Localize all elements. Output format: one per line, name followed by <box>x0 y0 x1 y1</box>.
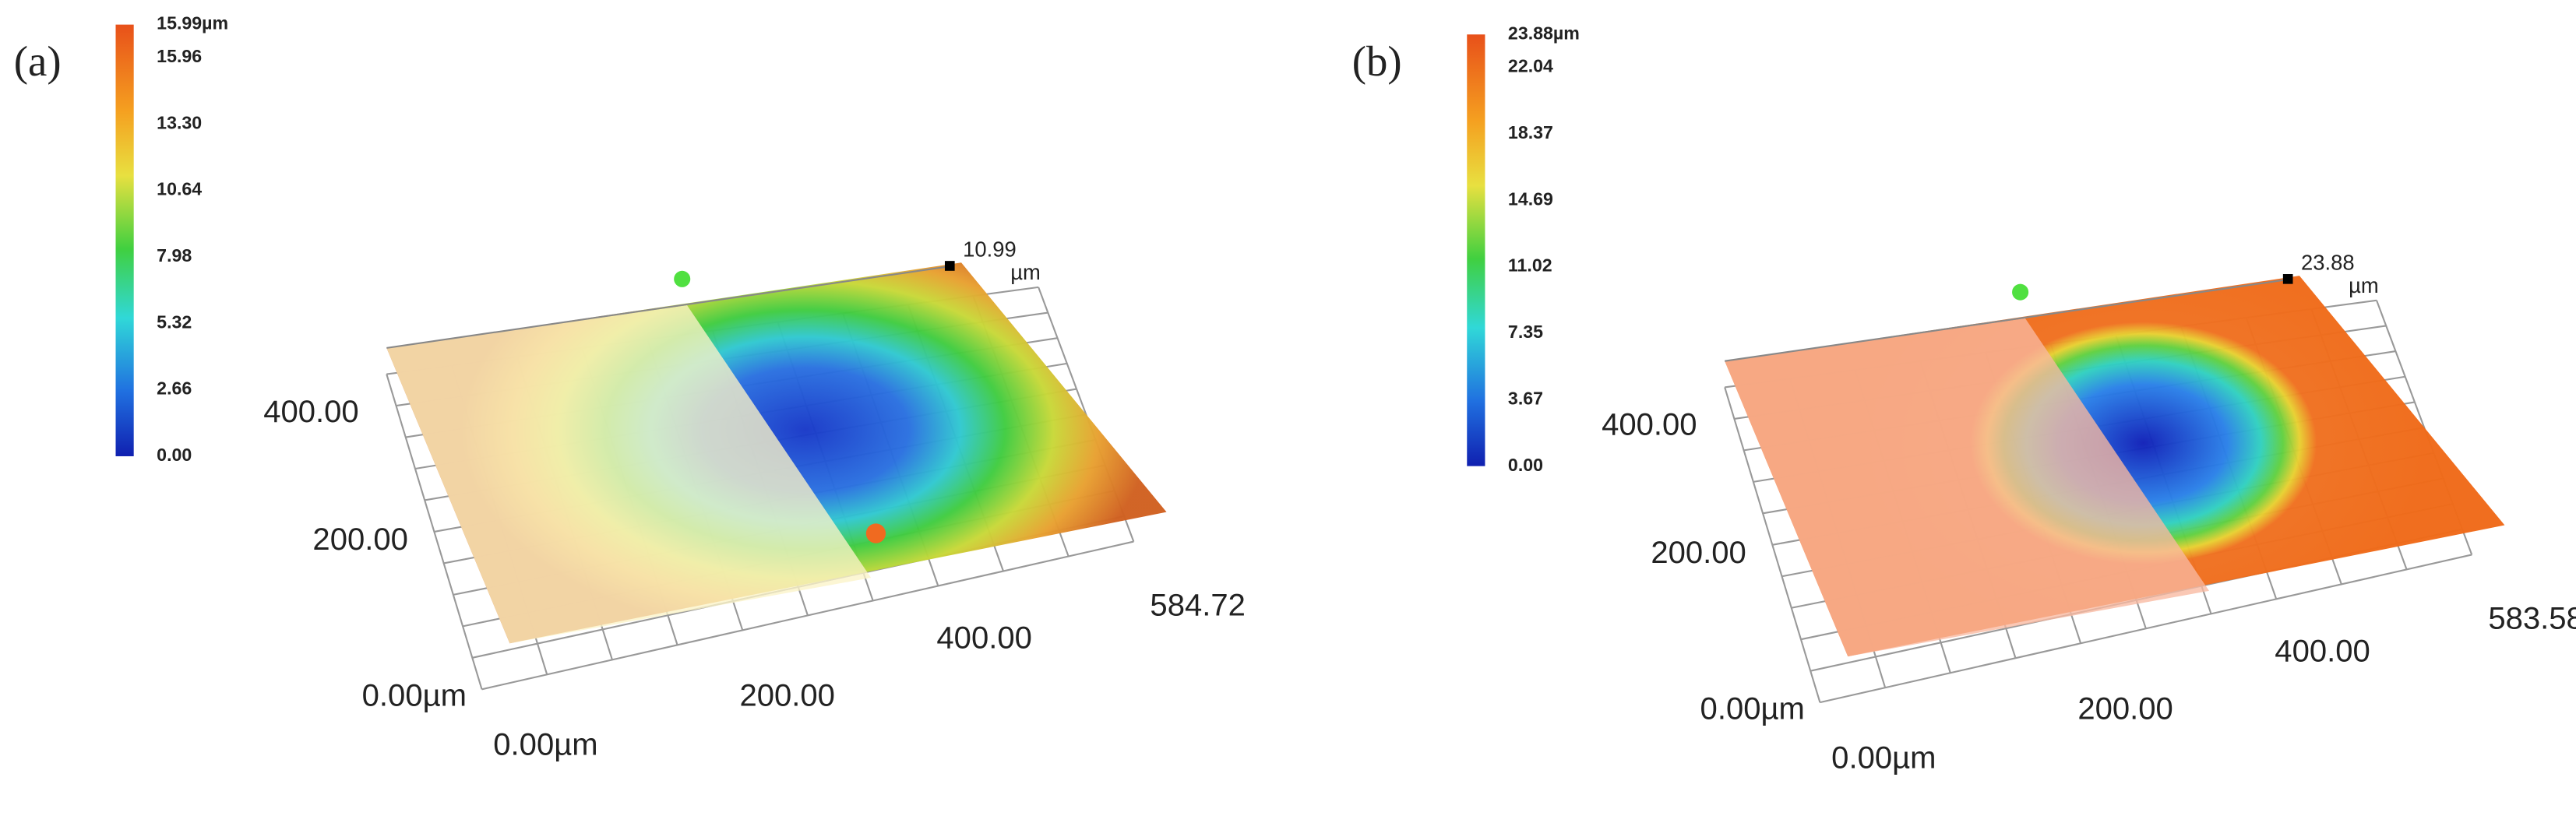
panel-label: (a) <box>14 37 62 85</box>
marker-value: 23.88 <box>2301 251 2355 275</box>
probe-point <box>865 523 886 543</box>
colorbar-tick-label: 22.04 <box>1508 56 1553 76</box>
marker-value: 10.99 <box>963 237 1017 262</box>
x-axis-label: 583.58 <box>2488 601 2576 635</box>
x-axis-label: 0.00µm <box>1831 741 1936 775</box>
top-edge <box>1725 278 2292 362</box>
x-axis-label: 400.00 <box>2275 634 2370 668</box>
colorbar-max-label: 23.88µm <box>1508 23 1580 43</box>
marker-unit: µm <box>2349 273 2379 297</box>
colorbar-tick-label: 13.30 <box>157 112 202 132</box>
colorbar-tick-label: 7.35 <box>1508 322 1543 342</box>
colorbar-tick-label: 15.96 <box>157 46 202 66</box>
colorbar-tick-label: 3.67 <box>1508 388 1543 408</box>
colorbar-tick-label: 7.98 <box>157 245 192 266</box>
y-axis-label: 200.00 <box>312 522 407 557</box>
marker-square <box>2282 274 2293 284</box>
y-axis-label: 200.00 <box>1651 536 1746 570</box>
y-axis-label: 400.00 <box>263 395 358 429</box>
panel: (b) 23.88µm 22.04 18.37 14.69 11.02 7.35 3.67 0.… <box>1352 23 2576 775</box>
colorbar <box>1467 34 1485 466</box>
x-axis-label: 200.00 <box>2077 691 2173 726</box>
x-axis-label: 400.00 <box>936 621 1031 656</box>
y-axis-label: 400.00 <box>1602 408 1697 442</box>
colorbar-max-label: 15.99µm <box>157 13 228 33</box>
marker-square <box>944 261 955 271</box>
section-veil <box>386 305 872 644</box>
colorbar-tick-label: 11.02 <box>1508 255 1552 276</box>
top-edge <box>386 265 953 349</box>
x-axis-label: 584.72 <box>1150 588 1245 622</box>
colorbar-tick-label: 10.64 <box>157 179 202 199</box>
colorbar-tick-label: 5.32 <box>157 311 192 332</box>
y-axis-label: 0.00µm <box>1700 691 1805 726</box>
panel-label: (b) <box>1352 37 1402 85</box>
surface-view: 23.88µm 400.00 200.00 0.00µm 0.00µm 200.00 400… <box>1602 251 2576 775</box>
colorbar-tick-label: 18.37 <box>1508 122 1553 142</box>
grid-line <box>481 540 1134 691</box>
colorbar-tick-label: 0.00 <box>1508 455 1543 475</box>
colorbar-tick-label: 2.66 <box>157 378 192 399</box>
x-axis-label: 0.00µm <box>493 728 597 762</box>
y-axis-label: 0.00µm <box>362 678 467 712</box>
probe-point <box>674 270 691 287</box>
x-axis-label: 200.00 <box>739 678 834 712</box>
colorbar-tick-label: 14.69 <box>1508 188 1553 209</box>
section-veil <box>1725 318 2209 657</box>
probe-point <box>2012 283 2029 301</box>
panel: (a) 15.99µm 15.96 13.30 10.64 7.98 5.32 2.66 0.0… <box>14 13 1246 762</box>
colorbar <box>115 24 134 456</box>
surface-view: 10.99µm 400.00 200.00 0.00µm 0.00µm 200.00 400… <box>263 237 1246 762</box>
colorbar-tick-label: 0.00 <box>157 445 192 465</box>
marker-unit: µm <box>1010 260 1041 284</box>
